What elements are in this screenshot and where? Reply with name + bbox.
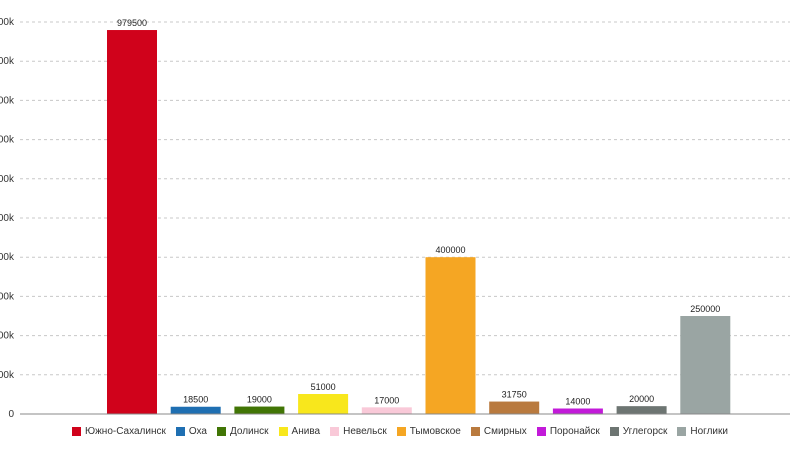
data-label: 19000 — [247, 395, 272, 405]
y-tick-label: 700k — [0, 135, 15, 146]
y-axis-ticks: 0 100k 200k 300k 400k 500k 600k 700k 800k 900k 100… — [0, 17, 15, 420]
bar[interactable] — [680, 316, 731, 414]
data-labels: 979500 18500 19000 51000 17000 400000 31750 140… — [117, 18, 720, 406]
legend-swatch — [278, 427, 288, 436]
legend-item[interactable]: Южно-Сахалинск — [72, 426, 166, 437]
y-tick-label: 200k — [0, 331, 15, 342]
bars — [107, 30, 731, 414]
legend-swatch — [217, 427, 226, 436]
bar[interactable] — [298, 394, 349, 414]
bar[interactable] — [489, 401, 540, 414]
y-tick-label: 800k — [0, 95, 15, 106]
legend-item[interactable]: Смирных — [470, 426, 527, 437]
bar[interactable] — [616, 406, 667, 414]
legend-item[interactable]: Долинск — [217, 426, 269, 437]
y-tick-label: 0 — [8, 409, 14, 420]
legend-swatch — [470, 427, 480, 436]
data-label: 14000 — [565, 397, 590, 407]
y-tick-label: 300k — [0, 291, 15, 302]
chart-legend: Южно-Сахалинск Оха Долинск Анива Невельск Тым… — [0, 426, 800, 437]
legend-label: Тымовское — [409, 426, 461, 437]
legend-label: Ноглики — [690, 426, 728, 437]
legend-swatch — [175, 427, 185, 436]
bar[interactable] — [361, 407, 412, 414]
bar[interactable] — [107, 30, 157, 414]
legend-label: Долинск — [230, 426, 269, 437]
legend-swatch — [330, 427, 340, 436]
bar[interactable] — [170, 406, 221, 414]
legend-item[interactable]: Анива — [278, 426, 321, 437]
legend-label: Анива — [291, 426, 321, 437]
y-tick-label: 100k — [0, 370, 15, 381]
legend-swatch — [677, 427, 687, 436]
y-tick-label: 600k — [0, 174, 15, 185]
bar[interactable] — [234, 406, 285, 414]
legend-label: Южно-Сахалинск — [85, 426, 166, 437]
data-label: 400000 — [435, 245, 465, 255]
data-label: 20000 — [629, 394, 654, 404]
y-tick-label: 900k — [0, 56, 15, 67]
y-tick-label: 400k — [0, 252, 15, 263]
legend-label: Углегорск — [622, 426, 668, 437]
y-tick-label: 1000k — [0, 17, 15, 28]
legend-swatch — [396, 427, 406, 436]
legend-label: Невельск — [343, 426, 387, 437]
bar[interactable] — [552, 408, 603, 414]
data-label: 18500 — [183, 395, 208, 405]
data-label: 31750 — [502, 390, 527, 400]
legend-item[interactable]: Невельск — [330, 426, 387, 437]
data-label: 979500 — [117, 18, 147, 28]
y-tick-label: 500k — [0, 213, 15, 224]
data-label: 250000 — [690, 304, 720, 314]
legend-item[interactable]: Тымовское — [396, 426, 461, 437]
legend-swatch — [72, 427, 81, 436]
legend-item[interactable]: Поронайск — [536, 426, 600, 437]
legend-label: Поронайск — [549, 426, 600, 437]
data-label: 51000 — [311, 382, 336, 392]
legend-swatch — [609, 427, 619, 436]
legend-item[interactable]: Оха — [175, 426, 207, 437]
legend-label: Оха — [188, 426, 207, 437]
legend-item[interactable]: Ноглики — [677, 426, 728, 437]
bar[interactable] — [425, 257, 476, 414]
legend-label: Смирных — [483, 426, 527, 437]
legend-item[interactable]: Углегорск — [609, 426, 668, 437]
data-label: 17000 — [374, 395, 399, 405]
legend-swatch — [536, 427, 546, 436]
